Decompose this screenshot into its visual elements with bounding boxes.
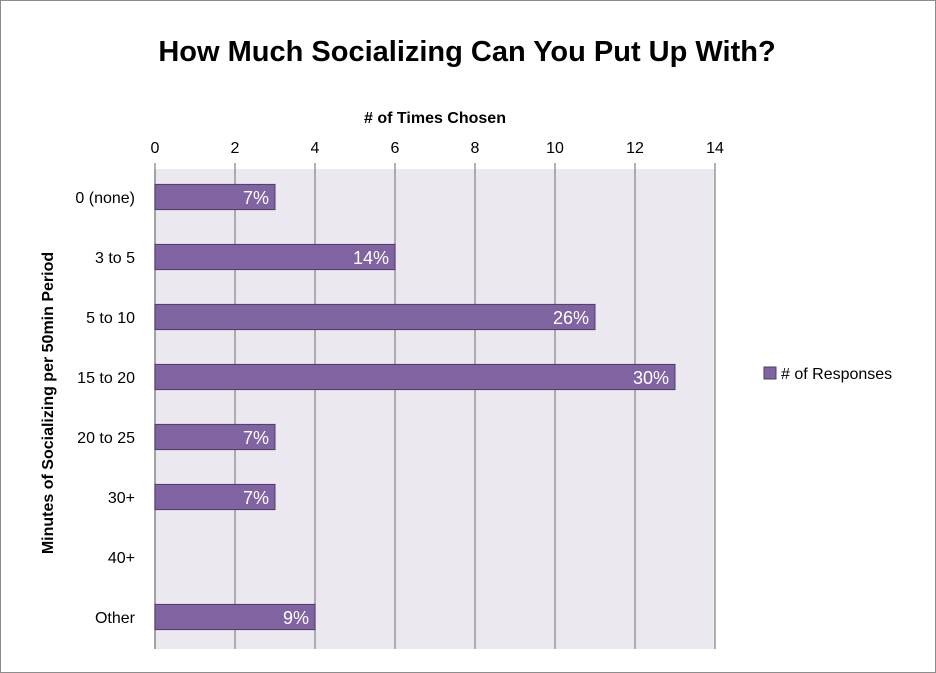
x-tick-label: 10 bbox=[546, 140, 564, 157]
data-label: 30% bbox=[633, 368, 669, 388]
plot-area bbox=[155, 169, 715, 649]
category-label: 30+ bbox=[108, 490, 135, 507]
y-axis-category-labels: 0 (none) 3 to 5 5 to 10 15 to 20 20 to 25 30+… bbox=[75, 190, 135, 627]
category-label: 15 to 20 bbox=[77, 370, 135, 387]
data-labels: 7% 14% 26% 30% 7% 7% 9% bbox=[243, 188, 669, 628]
bar-series bbox=[154, 183, 676, 631]
x-tick-label: 8 bbox=[471, 140, 480, 157]
bar bbox=[154, 423, 276, 451]
data-label: 7% bbox=[243, 428, 269, 448]
data-label: 7% bbox=[243, 188, 269, 208]
category-label: 5 to 10 bbox=[86, 310, 135, 327]
bar bbox=[154, 363, 676, 391]
x-axis-ticks: 0 2 4 6 8 10 12 14 bbox=[151, 140, 724, 157]
bar bbox=[154, 183, 276, 211]
legend-swatch bbox=[763, 366, 777, 380]
x-tick-label: 14 bbox=[706, 140, 724, 157]
data-label: 14% bbox=[353, 248, 389, 268]
data-label: 26% bbox=[553, 308, 589, 328]
bar bbox=[154, 303, 596, 331]
legend-label: # of Responses bbox=[781, 366, 892, 383]
category-label: 40+ bbox=[108, 550, 135, 567]
x-tick-label: 6 bbox=[391, 140, 400, 157]
category-label: Other bbox=[95, 610, 136, 627]
chart-title: How Much Socializing Can You Put Up With… bbox=[158, 36, 775, 68]
x-axis-title: # of Times Chosen bbox=[364, 110, 506, 127]
bar bbox=[154, 243, 396, 271]
category-label: 0 (none) bbox=[75, 190, 135, 207]
data-label: 7% bbox=[243, 488, 269, 508]
bar bbox=[154, 603, 316, 631]
category-label: 20 to 25 bbox=[77, 430, 135, 447]
x-tick-label: 4 bbox=[311, 140, 320, 157]
x-tick-label: 0 bbox=[151, 140, 160, 157]
bar bbox=[154, 483, 276, 511]
category-label: 3 to 5 bbox=[95, 250, 135, 267]
data-label: 9% bbox=[283, 608, 309, 628]
legend: # of Responses bbox=[763, 366, 892, 383]
y-axis-title: Minutes of Socializing per 50min Period bbox=[40, 252, 57, 554]
x-tick-label: 12 bbox=[626, 140, 644, 157]
x-tick-label: 2 bbox=[231, 140, 240, 157]
